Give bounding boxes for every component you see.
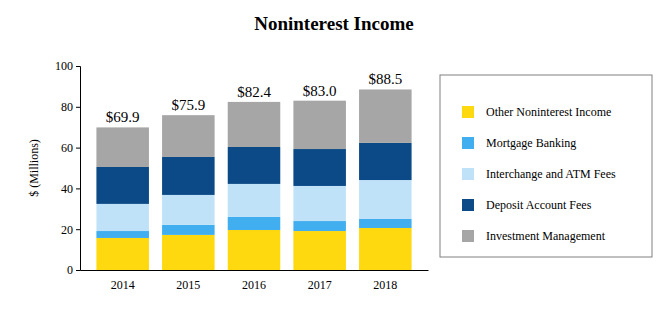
tick: 60 — [61, 141, 80, 155]
tick-label: 60 — [61, 141, 73, 155]
bar-segment — [359, 89, 412, 142]
legend-label: Mortgage Banking — [486, 136, 576, 150]
tick-label: 2017 — [308, 278, 332, 292]
tick-label: 2018 — [373, 278, 397, 292]
bar-segment — [293, 221, 346, 231]
bar-segment — [96, 238, 149, 270]
bar-segment — [96, 127, 149, 167]
total-label: $82.4 — [237, 84, 271, 100]
bar-segment — [359, 228, 412, 270]
legend-label: Deposit Account Fees — [486, 198, 592, 212]
tick-label: 20 — [61, 223, 73, 237]
bar-segment — [96, 231, 149, 238]
tick-label: 2014 — [111, 278, 135, 292]
tick-mark — [76, 188, 80, 189]
tick-label: 80 — [61, 100, 73, 114]
bar-segment — [162, 195, 215, 225]
tick: 100 — [55, 59, 80, 73]
bar-segment — [96, 167, 149, 204]
series — [96, 228, 411, 270]
series — [96, 89, 411, 167]
tick: 2014 — [111, 270, 135, 292]
bar-segment — [359, 143, 412, 180]
total-label: $88.5 — [368, 71, 402, 87]
bar-segment — [228, 102, 281, 147]
legend-label: Interchange and ATM Fees — [486, 167, 616, 181]
bar-segment — [162, 157, 215, 195]
axis-line — [76, 67, 81, 271]
bar-segment — [293, 186, 346, 221]
tick-mark — [76, 229, 80, 230]
x-axis: 2014 2015 2016 2017 2018 — [81, 270, 429, 292]
axis-line — [81, 270, 429, 271]
tick-label: 40 — [61, 182, 73, 196]
bar-segment — [228, 147, 281, 184]
tick: 2015 — [176, 270, 200, 292]
bar-segment — [359, 219, 412, 228]
tick: 0 — [67, 263, 80, 277]
total-label: $69.9 — [106, 109, 140, 125]
total-label: $83.0 — [303, 83, 337, 99]
tick: 40 — [61, 182, 80, 196]
tick-label: 2016 — [242, 278, 266, 292]
y-axis: 0 20 40 60 80 100 — [55, 59, 81, 277]
legend-frame — [440, 75, 652, 257]
legend-label: Investment Management — [486, 229, 606, 243]
chart: Noninterest Income $69.9 $75.9 $82.4 $83.0 $8… — [0, 0, 668, 318]
bar-segment — [96, 204, 149, 231]
tick: 2018 — [373, 270, 397, 292]
bars — [96, 89, 411, 270]
bar-segment — [293, 231, 346, 270]
tick-mark — [76, 66, 80, 67]
legend-label: Other Noninterest Income — [486, 105, 611, 119]
bar-segment — [359, 180, 412, 219]
tick-mark — [76, 148, 80, 149]
legend-swatch — [462, 137, 474, 149]
bar-segment — [228, 184, 281, 217]
total-labels: $69.9 $75.9 $82.4 $83.0 $88.5 — [106, 71, 402, 125]
tick: 20 — [61, 223, 80, 237]
tick-mark — [76, 107, 80, 108]
tick-mark — [76, 270, 80, 271]
legend-swatch — [462, 168, 474, 180]
legend-swatch — [462, 230, 474, 242]
tick-label: 0 — [67, 263, 73, 277]
bar-segment — [162, 225, 215, 235]
legend-swatch — [462, 199, 474, 211]
tick: 2017 — [308, 270, 332, 292]
y-axis-title: $ (Millions) — [27, 139, 41, 197]
bar-segment — [162, 115, 215, 157]
tick: 80 — [61, 100, 80, 114]
bar-segment — [162, 235, 215, 270]
tick-label: 2015 — [176, 278, 200, 292]
legend-swatch — [462, 106, 474, 118]
total-label: $75.9 — [171, 97, 205, 113]
bar-segment — [293, 149, 346, 186]
tick: 2016 — [242, 270, 266, 292]
bar-segment — [228, 230, 281, 270]
tick-label: 100 — [55, 59, 73, 73]
bar-segment — [293, 101, 346, 149]
title: Noninterest Income — [254, 13, 414, 34]
legend: Other Noninterest Income Mortgage Banking… — [440, 75, 652, 257]
bar-segment — [228, 217, 281, 230]
